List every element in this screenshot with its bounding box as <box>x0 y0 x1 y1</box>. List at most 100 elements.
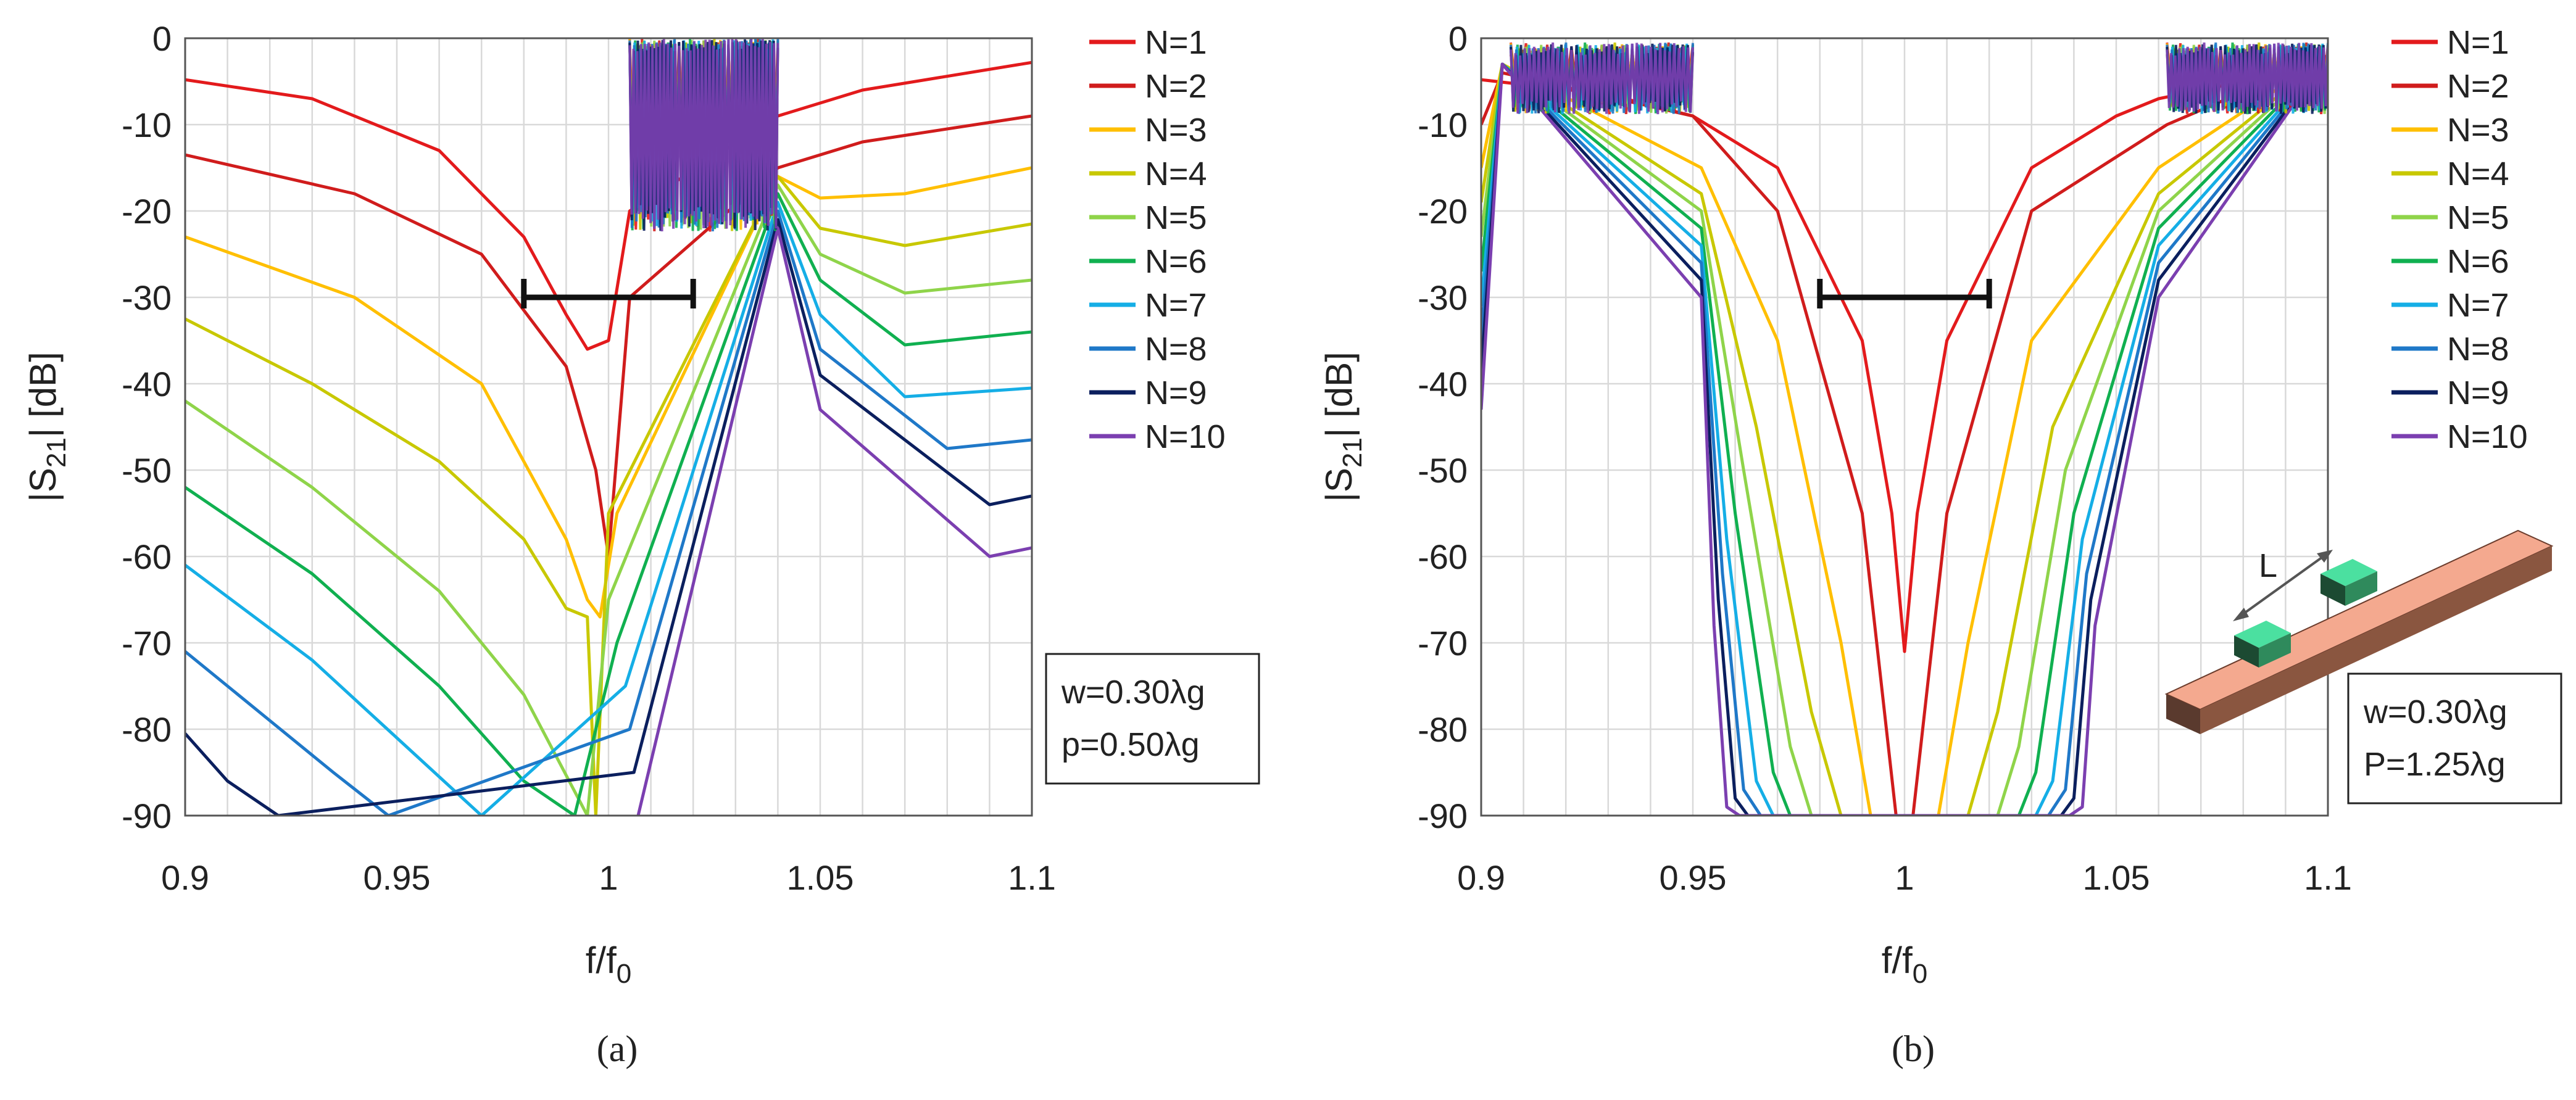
passband-ripple-N=10 <box>628 38 779 232</box>
arrow-head <box>2233 608 2249 621</box>
legend-label: N=3 <box>1145 112 1207 149</box>
legend-label: N=5 <box>1145 199 1207 236</box>
series-line-N=3 <box>1481 54 2328 816</box>
legend-label: N=10 <box>1145 418 1226 455</box>
parameter-box <box>1045 653 1260 785</box>
y-tick-label: -10 <box>122 105 172 144</box>
plot-area <box>1481 42 2328 816</box>
y-tick-label: -80 <box>122 710 172 749</box>
series-line-N=9 <box>185 218 1032 816</box>
x-axis-label: f/f0 <box>586 940 632 989</box>
series-line-N=3 <box>185 166 1032 619</box>
chart-panel-b: 0 -10 -20 -30 -40 -50 -60 -70 -80 -90 0.9 0.95 1 1.05… <box>1318 19 2562 1069</box>
x-tick-label: 1.1 <box>2304 858 2352 897</box>
panel-caption: (b) <box>1892 1028 1935 1069</box>
x-tick-label: 1.05 <box>787 858 854 897</box>
passband-ripple-N=9 <box>1510 43 1694 114</box>
y-tick-label: -40 <box>1418 365 1468 403</box>
x-axis-label: f/f0 <box>1882 940 1928 989</box>
series-line-N=4 <box>1481 54 2328 816</box>
y-tick-label: -70 <box>122 624 172 663</box>
x-tick-label: 0.95 <box>364 858 431 897</box>
legend: N=1 N=2 N=3 N=4 N=5 N=6 N=7 N=8 N=9 N=10 <box>2391 24 2528 455</box>
legend-label: N=9 <box>1145 374 1207 411</box>
legend-label: N=9 <box>2447 374 2509 411</box>
stub-front <box>2345 571 2377 606</box>
bandwidth-bracket <box>521 279 696 308</box>
series-line-N=9 <box>1481 54 2328 816</box>
x-tick-label: 1.05 <box>2083 858 2150 897</box>
legend-label: N=1 <box>1145 24 1207 61</box>
series-line-N=10 <box>1481 54 2328 816</box>
y-tick-label: -30 <box>122 278 172 317</box>
axes-frame <box>1480 37 2329 817</box>
stub-side <box>2320 574 2345 606</box>
gridlines <box>184 37 1033 817</box>
legend-label: N=4 <box>1145 155 1207 192</box>
passband-ripple-N=10 <box>1510 42 1694 115</box>
legend-label: N=4 <box>2447 155 2509 192</box>
y-tick-label: -70 <box>1418 624 1468 663</box>
x-tick-label: 1 <box>599 858 618 897</box>
plot-area <box>185 38 1032 816</box>
x-tick-label: 0.9 <box>161 858 209 897</box>
series-line-N=1 <box>185 60 1032 351</box>
series-line-N=10 <box>636 226 1032 816</box>
legend-label: N=7 <box>1145 287 1207 324</box>
passband-ripple-N=6 <box>2166 42 2328 115</box>
y-axis-label: |S21| [dB] <box>1318 352 1368 502</box>
stub-side <box>2234 635 2259 668</box>
y-tick-label: -50 <box>122 451 172 490</box>
chart-panel-a: 0 -10 -20 -30 -40 -50 -60 -70 -80 -90 0.9 0.95 1 1.05… <box>22 19 1260 1069</box>
parameter-width: w=0.30λg <box>1061 674 1205 711</box>
y-axis-label: |S21| [dB] <box>22 352 72 502</box>
legend-label: N=10 <box>2447 418 2528 455</box>
legend-label: N=3 <box>2447 112 2509 149</box>
y-tick-label: -20 <box>122 192 172 231</box>
x-tick-label: 1 <box>1895 858 1914 897</box>
series-line-N=7 <box>185 201 1032 816</box>
y-tick-label: 0 <box>152 19 172 58</box>
bandwidth-bracket <box>1817 279 1992 308</box>
y-tick-label: -30 <box>1418 278 1468 317</box>
y-tick-label: -90 <box>1418 796 1468 835</box>
stub-top <box>2234 621 2291 648</box>
passband-ripple-N=9 <box>2166 43 2328 114</box>
parameter-period: p=0.50λg <box>1062 726 1200 763</box>
series-line-N=1 <box>1481 62 2328 653</box>
y-tick-label: -10 <box>1418 105 1468 144</box>
length-arrow <box>2238 553 2328 618</box>
series-line-N=7 <box>1481 54 2328 816</box>
series-line-N=5 <box>1481 54 2328 816</box>
legend-label: N=6 <box>1145 243 1207 280</box>
legend-label: N=8 <box>1145 331 1207 368</box>
legend-label: N=6 <box>2447 243 2509 280</box>
parameter-period: P=1.25λg <box>2364 746 2506 783</box>
legend-label: N=5 <box>2447 199 2509 236</box>
y-tick-label: -60 <box>1418 537 1468 576</box>
slab-front <box>2166 694 2200 734</box>
legend-label: N=1 <box>2447 24 2509 61</box>
stub-structure-inset: L <box>2164 529 2554 734</box>
y-tick-label: -50 <box>1418 451 1468 490</box>
parameter-box <box>2347 672 2562 804</box>
x-tick-label: 0.9 <box>1457 858 1505 897</box>
arrow-head <box>2317 550 2333 563</box>
y-tick-label: -90 <box>122 796 172 835</box>
series-line-N=2 <box>185 114 1032 558</box>
y-tick-label: -80 <box>1418 710 1468 749</box>
legend-label: N=2 <box>2447 68 2509 105</box>
legend-label: N=8 <box>2447 331 2509 368</box>
passband-ripple-N=10 <box>2166 42 2328 113</box>
panel-caption: (a) <box>597 1028 638 1069</box>
slab-side <box>2200 546 2552 734</box>
series-line-N=5 <box>185 183 1032 816</box>
legend-label: N=7 <box>2447 287 2509 324</box>
y-tick-label: -40 <box>122 365 172 403</box>
axes-frame <box>184 37 1033 817</box>
stub-front <box>2259 633 2291 668</box>
legend-label: N=2 <box>1145 68 1207 105</box>
series-line-N=6 <box>185 192 1032 816</box>
y-tick-label: -20 <box>1418 192 1468 231</box>
